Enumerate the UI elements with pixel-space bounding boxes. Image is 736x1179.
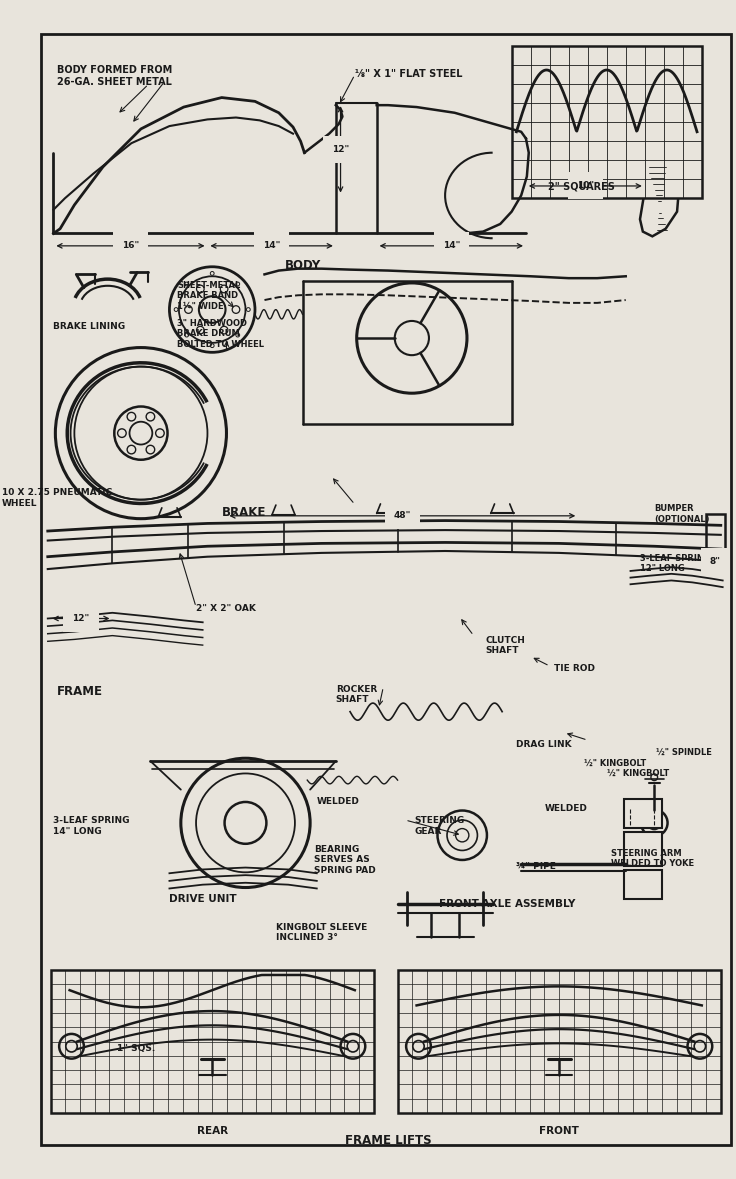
- Circle shape: [437, 810, 487, 859]
- Circle shape: [687, 1034, 712, 1059]
- Text: 3" HARDWOOD
BRAKE DRUM
BOLTED TO WHEEL: 3" HARDWOOD BRAKE DRUM BOLTED TO WHEEL: [177, 320, 264, 349]
- Text: 16": 16": [122, 242, 139, 250]
- Circle shape: [185, 305, 192, 314]
- Text: SHEET-METAL
BRAKE BAND
1¼" WIDE: SHEET-METAL BRAKE BAND 1¼" WIDE: [177, 281, 240, 311]
- Circle shape: [236, 334, 240, 337]
- Text: ½" SPINDLE: ½" SPINDLE: [657, 747, 712, 757]
- Circle shape: [155, 429, 164, 437]
- Text: 14": 14": [442, 242, 460, 250]
- Text: 3-LEAF SPRING
14" LONG: 3-LEAF SPRING 14" LONG: [54, 816, 130, 836]
- Text: 10": 10": [577, 182, 594, 191]
- Text: BODY: BODY: [284, 259, 321, 272]
- Polygon shape: [640, 151, 679, 236]
- Text: FRAME LIFTS: FRAME LIFTS: [344, 1134, 431, 1147]
- Circle shape: [185, 282, 188, 285]
- Circle shape: [181, 758, 310, 888]
- Circle shape: [127, 446, 135, 454]
- Circle shape: [347, 1041, 358, 1052]
- Circle shape: [651, 773, 657, 780]
- Circle shape: [224, 802, 266, 844]
- Text: TIE ROD: TIE ROD: [554, 664, 595, 673]
- Text: DRAG LINK: DRAG LINK: [517, 740, 572, 749]
- Circle shape: [210, 344, 214, 348]
- Text: 2" SQUARES: 2" SQUARES: [548, 182, 615, 191]
- Circle shape: [55, 348, 227, 519]
- Text: 8": 8": [710, 556, 721, 566]
- Text: BRAKE: BRAKE: [222, 506, 266, 519]
- Circle shape: [694, 1041, 706, 1052]
- Text: WELDED: WELDED: [545, 804, 588, 812]
- Text: REAR: REAR: [197, 1126, 227, 1137]
- Text: 12": 12": [72, 614, 90, 623]
- Circle shape: [447, 821, 478, 850]
- Circle shape: [169, 266, 255, 353]
- Circle shape: [247, 308, 250, 311]
- Circle shape: [66, 1041, 77, 1052]
- Circle shape: [357, 283, 467, 394]
- Circle shape: [174, 308, 178, 311]
- Bar: [624, 799, 662, 828]
- Circle shape: [196, 773, 295, 872]
- Circle shape: [413, 1041, 424, 1052]
- Text: 1" SQS.: 1" SQS.: [117, 1045, 155, 1053]
- Text: FRONT: FRONT: [539, 1126, 579, 1137]
- Circle shape: [185, 334, 188, 337]
- Text: 12": 12": [332, 145, 349, 154]
- Text: BEARING
SERVES AS
SPRING PAD: BEARING SERVES AS SPRING PAD: [314, 844, 375, 875]
- Circle shape: [179, 276, 246, 343]
- Text: 48": 48": [394, 512, 411, 520]
- Bar: [512, 46, 702, 198]
- Text: WELDED: WELDED: [316, 797, 360, 806]
- Text: STEERING
GEAR: STEERING GEAR: [414, 816, 465, 836]
- Circle shape: [197, 327, 204, 334]
- Text: FRONT-AXLE ASSEMBLY: FRONT-AXLE ASSEMBLY: [439, 898, 575, 909]
- Text: CLUTCH
SHAFT: CLUTCH SHAFT: [485, 635, 525, 656]
- Text: ½" KINGBOLT: ½" KINGBOLT: [584, 759, 646, 769]
- Circle shape: [220, 327, 228, 334]
- Circle shape: [648, 816, 661, 830]
- Text: DRIVE UNIT: DRIVE UNIT: [169, 894, 236, 904]
- Circle shape: [114, 407, 168, 460]
- Circle shape: [220, 285, 228, 292]
- Circle shape: [118, 429, 126, 437]
- Bar: [706, 514, 725, 556]
- Text: 14": 14": [263, 242, 280, 250]
- Circle shape: [341, 1034, 365, 1059]
- Circle shape: [210, 271, 214, 276]
- Text: 10 X 2.75 PNEUMATIC
WHEEL: 10 X 2.75 PNEUMATIC WHEEL: [2, 488, 113, 508]
- Text: FRAME: FRAME: [57, 685, 103, 698]
- Bar: [624, 870, 662, 898]
- Text: 2" X 2" OAK: 2" X 2" OAK: [196, 604, 256, 613]
- Bar: [624, 832, 662, 865]
- Circle shape: [406, 1034, 431, 1059]
- Text: BRAKE LINING: BRAKE LINING: [54, 322, 126, 331]
- Text: ¾" PIPE: ¾" PIPE: [517, 862, 556, 871]
- Circle shape: [456, 829, 469, 842]
- Circle shape: [641, 810, 668, 836]
- Text: 3-LEAF SPRING
12" LONG: 3-LEAF SPRING 12" LONG: [640, 554, 711, 573]
- Bar: [51, 970, 374, 1113]
- Circle shape: [146, 446, 155, 454]
- Text: ½" KINGBOLT: ½" KINGBOLT: [606, 769, 669, 778]
- Circle shape: [394, 321, 429, 355]
- Text: ⅛" X 1" FLAT STEEL: ⅛" X 1" FLAT STEEL: [355, 70, 462, 79]
- Circle shape: [236, 282, 240, 285]
- Text: STEERING ARM
WELDED TO YOKE: STEERING ARM WELDED TO YOKE: [612, 849, 695, 868]
- Text: BODY FORMED FROM
26-GA. SHEET METAL: BODY FORMED FROM 26-GA. SHEET METAL: [57, 65, 172, 87]
- Circle shape: [232, 305, 240, 314]
- Circle shape: [146, 413, 155, 421]
- Circle shape: [59, 1034, 84, 1059]
- Circle shape: [127, 413, 135, 421]
- Circle shape: [197, 285, 204, 292]
- Circle shape: [199, 296, 225, 323]
- Text: KINGBOLT SLEEVE
INCLINED 3°: KINGBOLT SLEEVE INCLINED 3°: [276, 923, 367, 942]
- Circle shape: [74, 367, 208, 500]
- Text: BUMPER
(OPTIONAL): BUMPER (OPTIONAL): [654, 505, 710, 523]
- Text: ROCKER
SHAFT: ROCKER SHAFT: [336, 685, 377, 704]
- Bar: [397, 970, 721, 1113]
- Circle shape: [130, 422, 152, 444]
